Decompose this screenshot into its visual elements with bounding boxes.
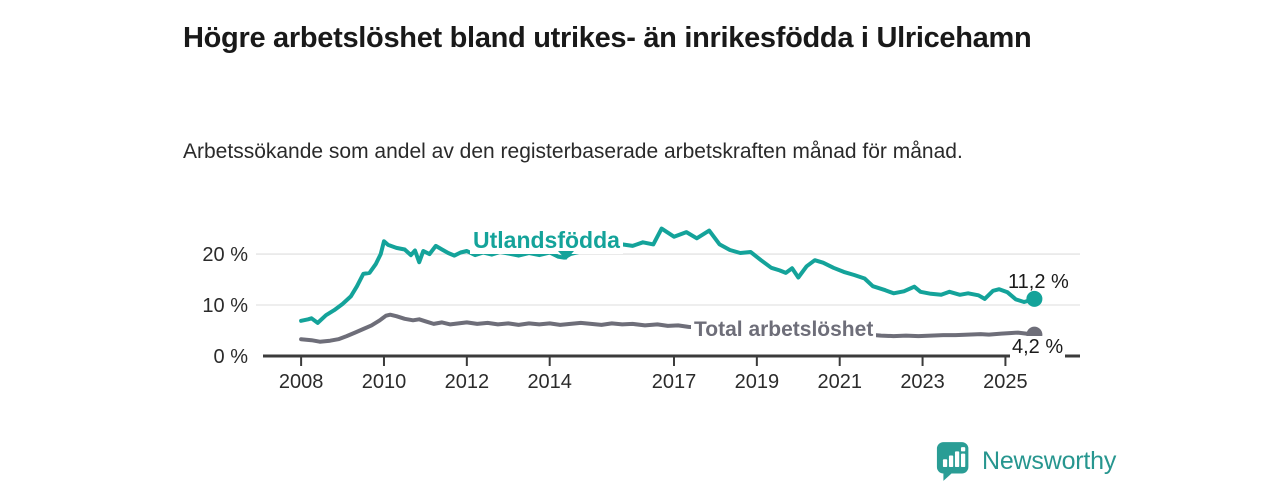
end-value-label-utlandsfodda: 11,2 % [1008, 271, 1069, 293]
x-tick-label: 2023 [900, 371, 945, 393]
newsworthy-logo: Newsworthy [936, 441, 1116, 482]
x-tick-label: 2010 [362, 371, 407, 393]
x-tick-label: 2019 [735, 371, 780, 393]
label-pointer-arrow-icon [558, 251, 574, 260]
series-end-dot-utlandsfodda [1026, 290, 1043, 307]
series-label-utlandsfodda: Utlandsfödda [470, 227, 623, 254]
x-tick-label: 2025 [983, 371, 1028, 393]
x-tick-label: 2014 [527, 371, 572, 393]
y-tick-label: 10 % [202, 295, 248, 317]
x-tick-label: 2021 [817, 371, 862, 393]
newsworthy-brand-name: Newsworthy [982, 447, 1117, 475]
series-label-total: Total arbetslöshet [691, 318, 877, 342]
x-tick-label: 2008 [279, 371, 324, 393]
end-value-label-total: 4,2 % [1010, 336, 1066, 359]
x-tick-label: 2012 [445, 371, 490, 393]
page-title: Högre arbetslöshet bland utrikes- än inr… [183, 22, 1032, 55]
page-subtitle: Arbetssökande som andel av den registerb… [183, 140, 963, 163]
series-line-total [299, 312, 1037, 344]
series-line-utlandsfodda [299, 226, 1037, 325]
newsworthy-logo-icon [936, 442, 969, 481]
x-tick-label: 2017 [652, 371, 697, 393]
y-tick-label: 0 % [214, 346, 249, 368]
y-tick-label: 20 % [202, 244, 248, 266]
